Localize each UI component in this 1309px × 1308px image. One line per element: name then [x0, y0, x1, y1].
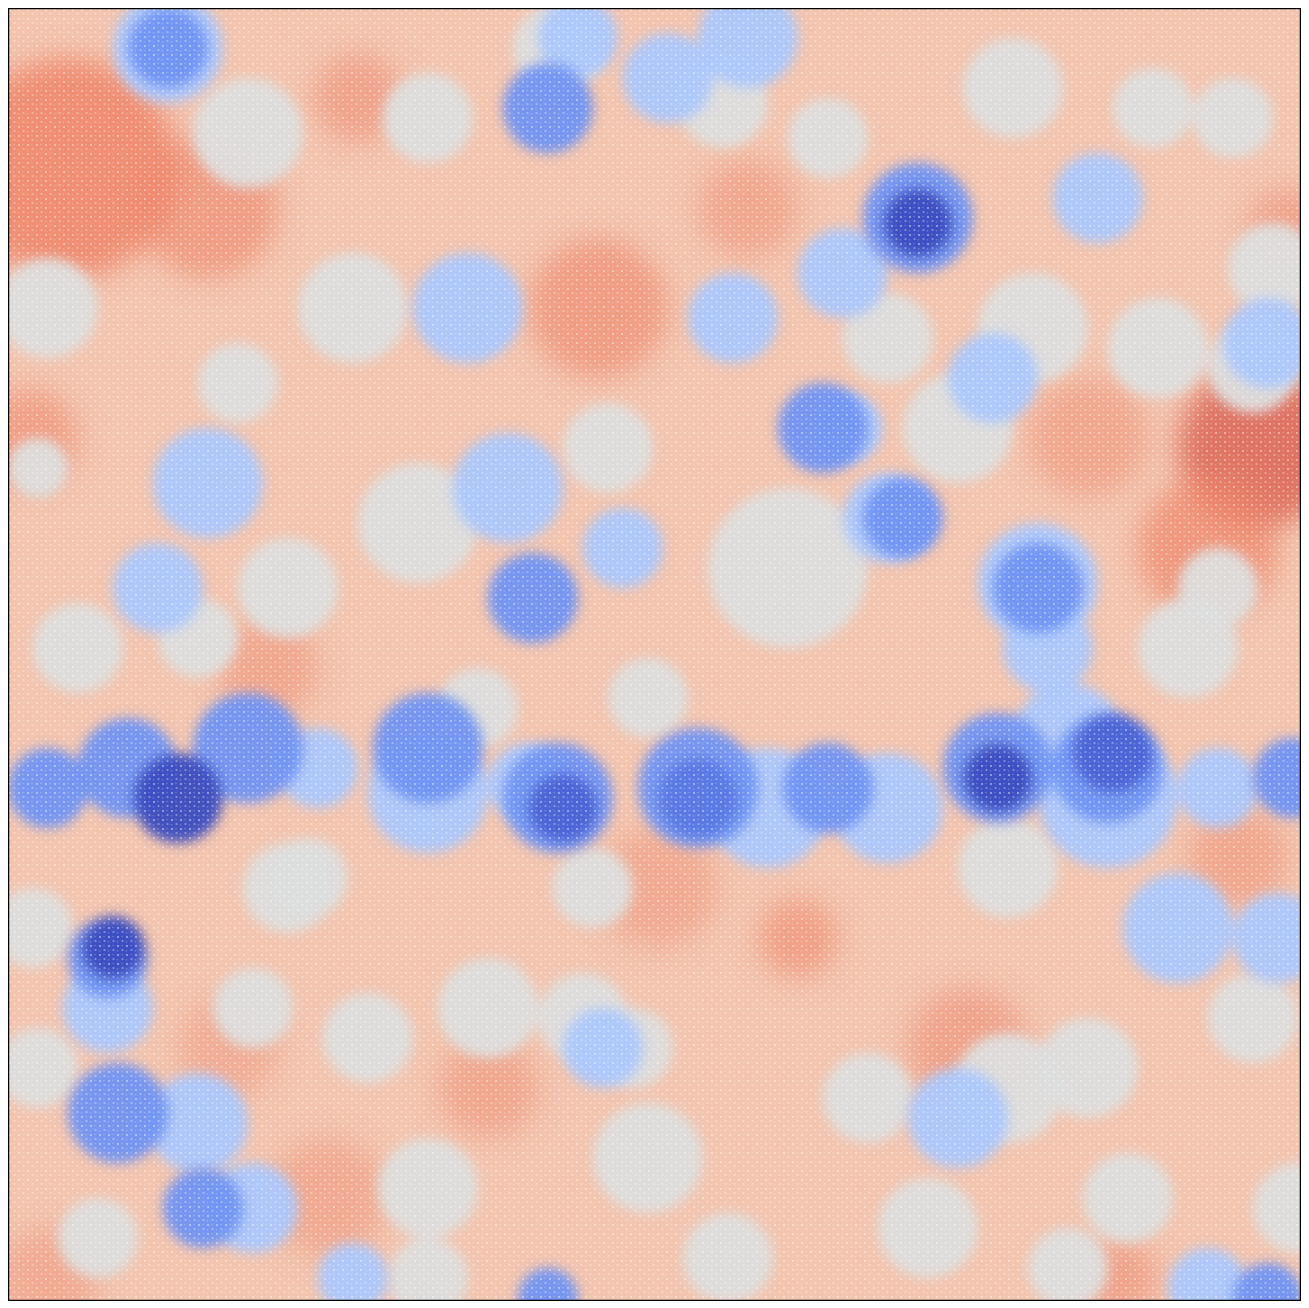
particle-grain: [8, 8, 1301, 1301]
plot-frame-border: [8, 8, 1301, 1301]
plot-area: [8, 8, 1301, 1301]
particle-field: [8, 8, 1301, 1301]
